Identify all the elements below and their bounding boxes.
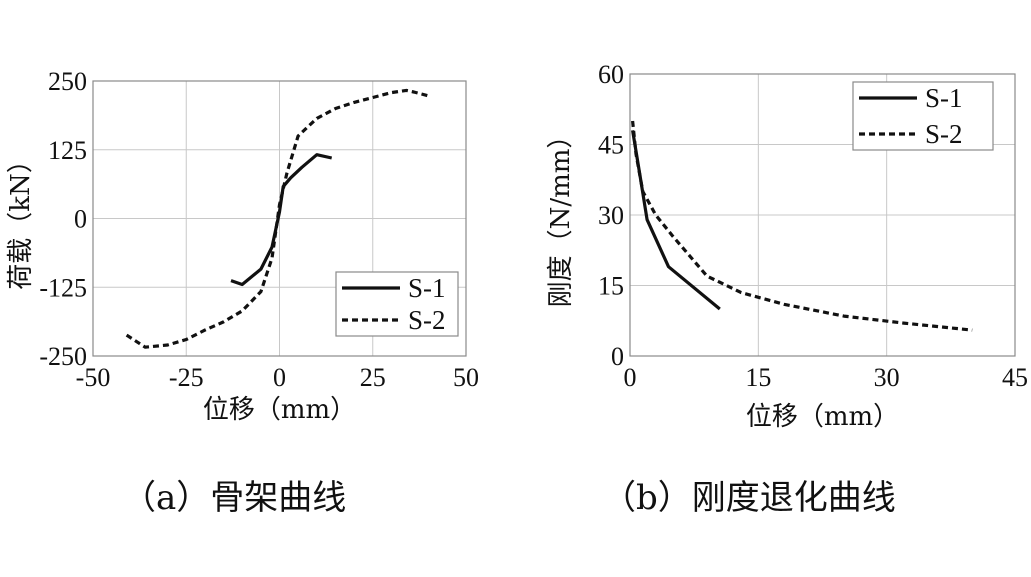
legend-box xyxy=(335,271,459,337)
series-line-s-1 xyxy=(230,153,333,287)
y-tick-label: 250 xyxy=(48,67,87,96)
y-tick-label: -250 xyxy=(39,342,87,371)
x-axis-label: 位移（mm） xyxy=(203,395,356,425)
x-tick-label: 15 xyxy=(745,363,771,392)
x-tick-label: -25 xyxy=(169,363,204,392)
x-tick-label: 25 xyxy=(360,363,386,392)
y-tick-label: 0 xyxy=(611,342,624,371)
legend-label-s-2: S-2 xyxy=(925,119,963,149)
y-tick-label: 15 xyxy=(598,272,624,301)
y-tick-label: 60 xyxy=(598,60,624,89)
y-axis-label: 荷载（kN） xyxy=(6,147,36,290)
y-tick-label: 0 xyxy=(74,205,87,234)
x-tick-label: 50 xyxy=(453,363,479,392)
y-tick-label: 125 xyxy=(48,136,87,165)
x-axis-label: 位移（mm） xyxy=(746,402,899,432)
legend: S-1S-2 xyxy=(335,271,459,337)
series-line-s-2 xyxy=(631,120,973,332)
legend-label-s-2: S-2 xyxy=(408,305,446,335)
x-tick-label: 45 xyxy=(1002,363,1028,392)
caption-b: （b）刚度退化曲线 xyxy=(602,478,896,518)
y-tick-label: 45 xyxy=(598,131,624,160)
x-tick-label: 30 xyxy=(874,363,900,392)
y-tick-label: -125 xyxy=(39,273,87,302)
plot-frame xyxy=(629,73,1016,357)
y-tick-label: 30 xyxy=(598,201,624,230)
x-tick-label: 0 xyxy=(624,363,637,392)
legend-box xyxy=(852,81,994,151)
legend-label-s-1: S-1 xyxy=(925,83,963,113)
x-tick-label: -50 xyxy=(76,363,111,392)
caption-a: （a）骨架曲线 xyxy=(122,478,347,518)
legend: S-1S-2 xyxy=(852,81,994,151)
legend-label-s-1: S-1 xyxy=(408,273,446,303)
series-line-s-1 xyxy=(631,130,721,311)
plot-frame xyxy=(92,80,467,357)
y-axis-label: 刚度（N/mm） xyxy=(546,123,576,308)
x-tick-label: 0 xyxy=(273,363,286,392)
